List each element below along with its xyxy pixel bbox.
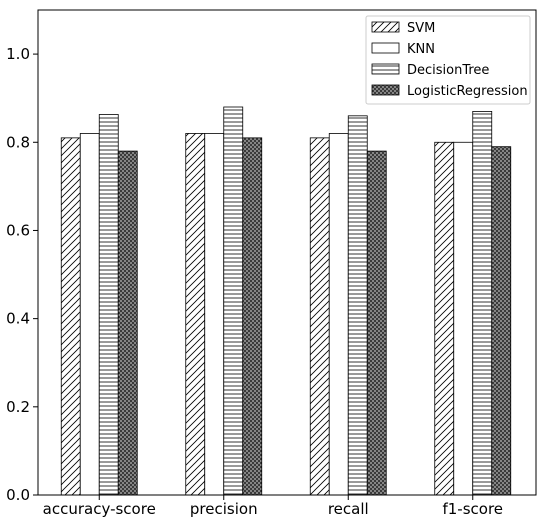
bars-layer (60, 106, 512, 496)
y-axis: 0.0 0.2 0.4 0.6 0.8 1.0 (6, 45, 38, 504)
bar-logisticregression-f1-score (491, 146, 512, 496)
legend-box (365, 15, 531, 105)
bar-svm-recall (309, 137, 330, 496)
x-tick-label-precision: precision (190, 500, 258, 518)
bar-svm-precision (185, 133, 206, 496)
x-tick-label-f1-score: f1-score (442, 500, 503, 518)
legend-swatch-logisticregression (371, 84, 400, 96)
bar-knn-recall (328, 133, 349, 496)
y-tick-label: 0.6 (6, 221, 30, 239)
legend-label-svm: SVM (407, 21, 435, 36)
legend: SVM KNN DecisionTree LogisticRegression (365, 15, 531, 105)
y-tick-label: 0.8 (6, 133, 30, 151)
x-axis: accuracy-score precision recall f1-score (43, 495, 503, 518)
y-tick-label: 0.0 (6, 486, 30, 504)
bar-svm-accuracy-score (60, 137, 81, 496)
bar-decisiontree-f1-score (472, 111, 493, 496)
bar-decisiontree-accuracy-score (98, 114, 119, 496)
bar-knn-accuracy-score (79, 133, 100, 496)
bar-knn-precision (204, 133, 225, 496)
legend-label-decisiontree: DecisionTree (407, 63, 489, 78)
bar-knn-f1-score (453, 141, 474, 496)
legend-swatch-svm (371, 21, 400, 33)
y-tick-label: 0.4 (6, 310, 30, 328)
plot-frame (37, 9, 537, 496)
y-tick-label: 1.0 (6, 45, 30, 63)
legend-label-logisticregression: LogisticRegression (407, 84, 528, 99)
bar-svm-f1-score (434, 141, 455, 496)
bar-logisticregression-precision (242, 137, 263, 496)
bar-logisticregression-accuracy-score (117, 150, 138, 496)
y-tick-label: 0.2 (6, 398, 30, 416)
bar-decisiontree-precision (223, 106, 244, 496)
bar-logisticregression-recall (366, 150, 387, 496)
x-tick-label-accuracy-score: accuracy-score (43, 500, 156, 518)
legend-label-knn: KNN (407, 42, 435, 57)
x-tick-label-recall: recall (328, 500, 369, 518)
legend-swatch-knn (371, 42, 400, 54)
legend-swatch-decisiontree (371, 63, 400, 75)
bar-decisiontree-recall (347, 115, 368, 496)
